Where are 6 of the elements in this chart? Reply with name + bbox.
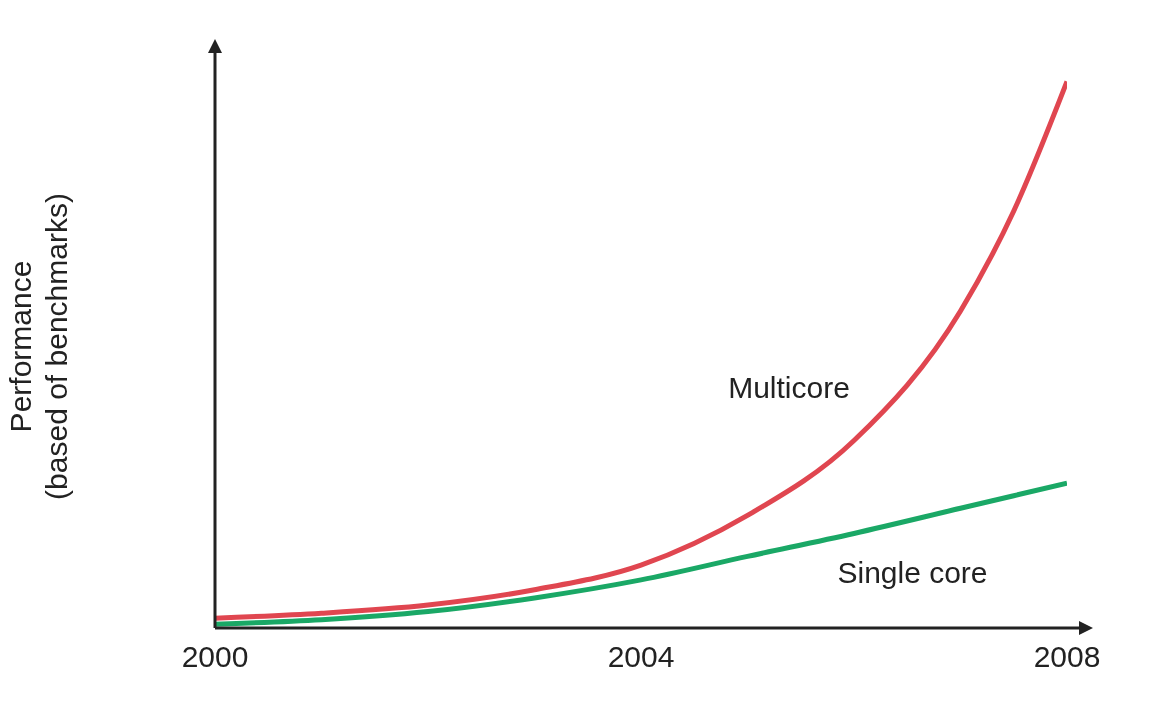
x-tick-label: 2004 [607, 640, 675, 674]
y-axis-title: Performance (based of benchmarks) [4, 193, 73, 500]
x-tick-label: 2008 [1033, 640, 1101, 674]
series-label: Multicore [728, 371, 850, 405]
series-label: Single core [837, 556, 988, 590]
x-tick-label: 2000 [181, 640, 249, 674]
